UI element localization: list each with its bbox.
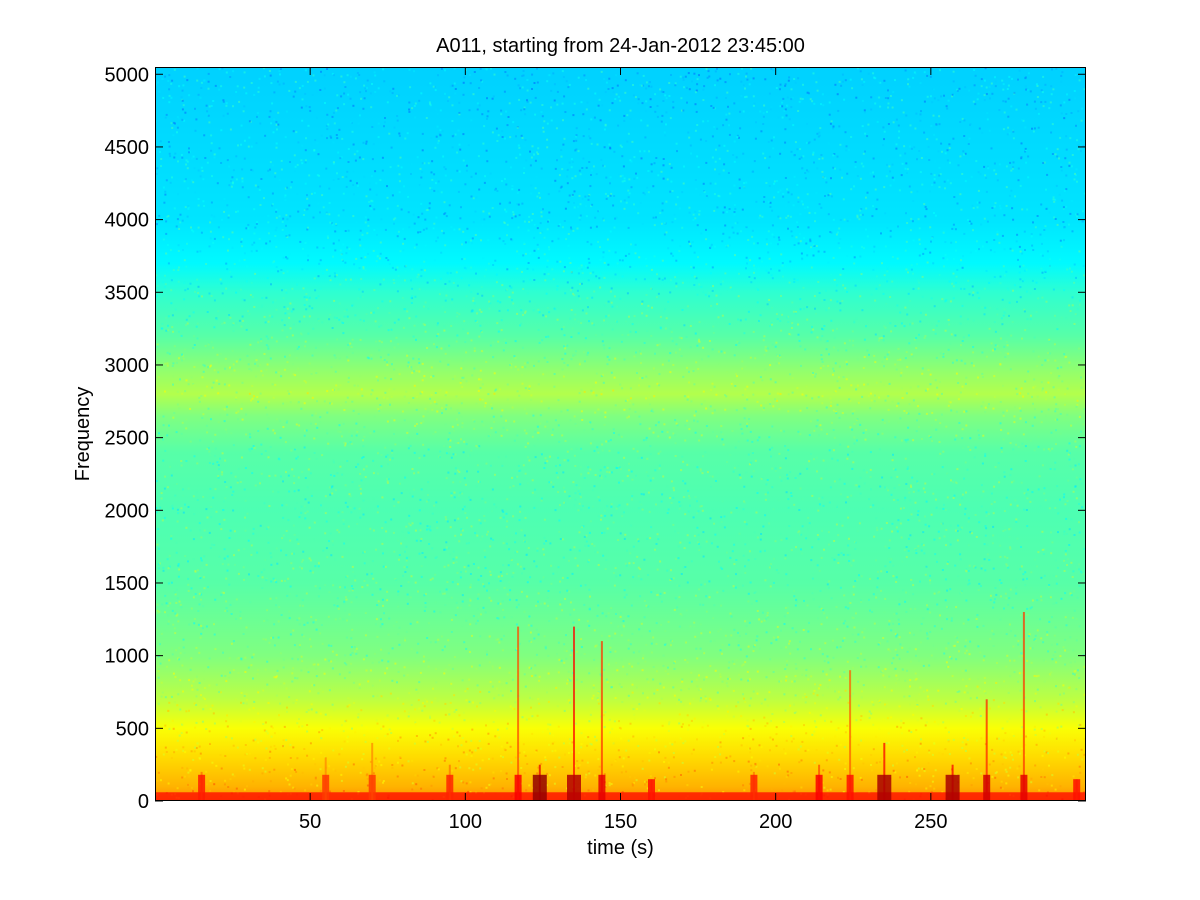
transient-burst <box>815 774 823 801</box>
y-tick-label: 1500 <box>105 573 150 595</box>
x-tick-label: 200 <box>759 811 792 833</box>
y-tick-label: 3000 <box>105 355 150 377</box>
y-tick-label: 4500 <box>105 137 150 159</box>
x-tick-label: 100 <box>449 811 482 833</box>
transient-burst <box>598 774 606 801</box>
transient-line <box>517 626 520 801</box>
transient-burst <box>514 774 522 801</box>
transient-line <box>1022 612 1025 801</box>
y-tick-label: 0 <box>138 791 149 813</box>
x-tick-label: 150 <box>604 811 637 833</box>
transient-line <box>573 626 575 801</box>
y-tick-label: 5000 <box>105 64 150 86</box>
y-tick-label: 1000 <box>105 646 150 668</box>
transient-burst <box>983 774 991 801</box>
transient-line <box>985 699 988 801</box>
transient-line <box>883 742 886 801</box>
x-axis-label: time (s) <box>587 837 654 859</box>
transient-burst <box>567 774 581 801</box>
y-tick-label: 2000 <box>105 500 150 522</box>
y-tick-label: 2500 <box>105 428 150 450</box>
transient-burst <box>648 779 655 801</box>
transient-burst <box>1073 779 1081 801</box>
transient-burst <box>750 774 758 801</box>
transient-burst <box>198 774 206 801</box>
transient-line <box>600 641 603 801</box>
spectrogram-background <box>155 67 1086 801</box>
y-axis-label: Frequency <box>72 387 94 482</box>
transient-burst <box>846 774 854 801</box>
transient-burst <box>1020 774 1028 801</box>
y-tick-label: 4000 <box>105 210 150 232</box>
x-tick-label: 250 <box>914 811 947 833</box>
transient-burst <box>945 774 960 801</box>
transient-burst <box>368 774 376 801</box>
y-tick-label: 3500 <box>105 282 150 304</box>
y-tick-label: 500 <box>116 718 149 740</box>
transient-burst <box>322 774 330 801</box>
axis-ticks: 50 100 150 200 25005001000150020002500300035… <box>105 64 1086 833</box>
transient-line <box>371 742 374 801</box>
transient-burst <box>446 774 454 801</box>
spectrogram-noise <box>155 67 1086 801</box>
transient-burst <box>877 774 892 801</box>
chart-title: A011, starting from 24-Jan-2012 23:45:00 <box>436 35 805 57</box>
transient-line <box>849 670 852 801</box>
x-tick-label: 50 <box>299 811 321 833</box>
spectrogram-plot-area <box>155 67 1086 801</box>
transient-burst <box>532 774 547 801</box>
